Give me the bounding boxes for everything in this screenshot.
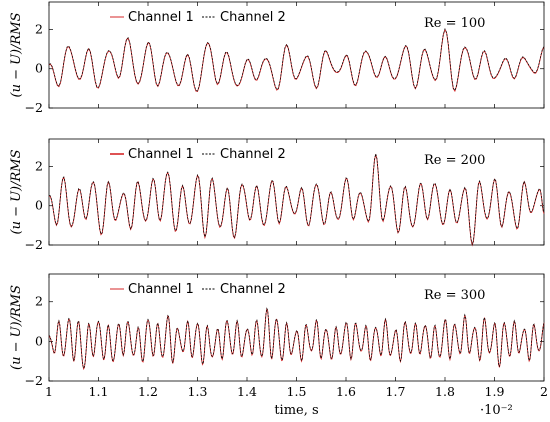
legend-label-channel-2: Channel 2 — [220, 147, 286, 162]
series-line-channel-2 — [48, 307, 545, 370]
x-tick-label: 1.2 — [138, 384, 158, 399]
legend-label-channel-1: Channel 1 — [128, 10, 194, 25]
y-tick-label: 2 — [35, 158, 43, 173]
y-tick-label: 2 — [35, 294, 43, 309]
series-line-channel-1 — [48, 307, 545, 371]
x-tick-label: 1 — [45, 384, 53, 399]
x-tick-label: 1.4 — [237, 384, 257, 399]
x-tick-label: 1.6 — [336, 384, 356, 399]
series-line-channel-2 — [48, 153, 545, 246]
x-axis-multiplier: ·10⁻² — [480, 403, 513, 418]
legend-label-channel-1: Channel 1 — [128, 147, 194, 162]
reynolds-annotation: Re = 300 — [424, 288, 485, 303]
y-axis-label: (u − U)/RMS — [9, 149, 24, 234]
x-tick-label: 1.8 — [435, 384, 455, 399]
legend-label-channel-2: Channel 2 — [220, 282, 286, 297]
series-line-channel-2 — [48, 28, 545, 92]
x-tick-label: 2 — [540, 384, 548, 399]
y-tick-label: 0 — [35, 333, 43, 348]
y-tick-label: 0 — [35, 198, 43, 213]
x-tick-label: 1.9 — [485, 384, 505, 399]
x-tick-label: 1.7 — [386, 384, 406, 399]
y-tick-label: 2 — [35, 21, 43, 36]
y-tick-label: −2 — [25, 237, 43, 252]
x-axis-label: time, s — [274, 403, 318, 418]
reynolds-annotation: Re = 200 — [424, 153, 485, 168]
legend-label-channel-1: Channel 1 — [128, 282, 194, 297]
x-tick-label: 1.1 — [89, 384, 109, 399]
y-axis-label: (u − U)/RMS — [9, 285, 24, 370]
y-tick-label: 0 — [35, 61, 43, 76]
y-tick-label: −2 — [25, 373, 43, 388]
y-tick-label: −2 — [25, 100, 43, 115]
x-tick-label: 1.3 — [188, 384, 208, 399]
legend-label-channel-2: Channel 2 — [220, 10, 286, 25]
reynolds-annotation: Re = 100 — [424, 16, 485, 31]
y-axis-label: (u − U)/RMS — [9, 12, 24, 97]
x-tick-label: 1.5 — [287, 384, 307, 399]
